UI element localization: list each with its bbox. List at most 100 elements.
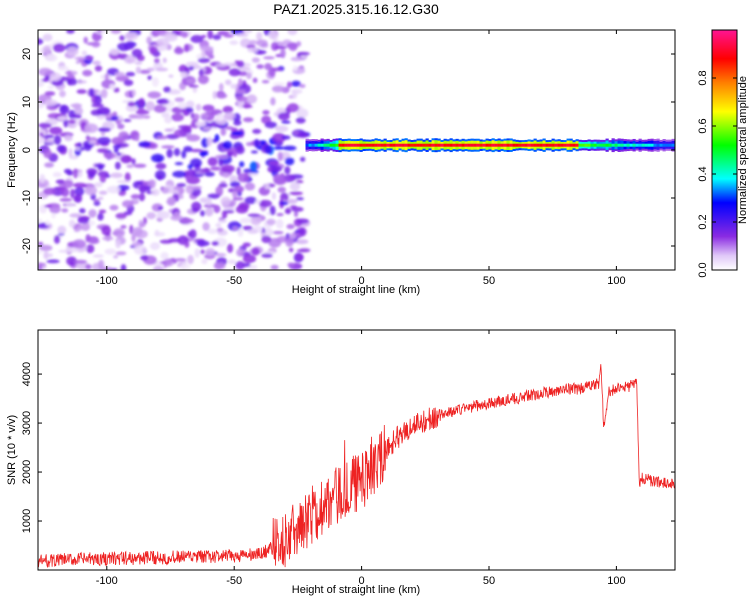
- spectrogram-band-core: [395, 143, 399, 147]
- spectrogram-cell: [214, 154, 229, 160]
- spectrogram-cell: [137, 107, 145, 114]
- spectrogram-cell: [110, 172, 123, 179]
- spectrogram-cell: [242, 225, 253, 231]
- y-tick-label: 2000: [21, 460, 33, 484]
- spectrogram-cell: [254, 199, 261, 205]
- spectrogram-band-core: [353, 143, 357, 147]
- spectrogram-cell: [166, 107, 172, 112]
- spectrogram-cell: [84, 185, 98, 196]
- spectrogram-cell: [46, 54, 58, 62]
- spectrogram-cell: [44, 162, 54, 168]
- spectrogram-cell: [200, 197, 212, 204]
- spectrogram-cell: [181, 150, 187, 159]
- spectrogram-cell: [135, 180, 144, 186]
- spectrogram-cell: [164, 116, 173, 124]
- spectrogram-band-core: [470, 143, 474, 147]
- spectrogram-cell: [149, 46, 158, 54]
- spectrogram-cell: [44, 91, 56, 96]
- spectrogram-cell: [230, 30, 243, 35]
- spectrogram-cell: [204, 171, 215, 177]
- spectrogram-cell: [183, 146, 193, 153]
- spectrogram-cell: [120, 225, 127, 229]
- spectrogram-band-core: [581, 143, 585, 147]
- spectrogram-cell: [190, 158, 202, 168]
- spectrogram-cell: [154, 229, 160, 237]
- spectrogram-cell: [148, 179, 156, 189]
- y-tick-label: -10: [21, 190, 33, 206]
- spectrogram-band-core: [590, 143, 594, 147]
- spectrogram-cell: [59, 197, 73, 202]
- spectrogram-cell: [261, 235, 272, 244]
- spectrogram-cell: [38, 250, 43, 254]
- spectrogram-band-core: [596, 143, 600, 147]
- spectrogram-cell: [164, 33, 178, 42]
- spectrogram-cell: [173, 147, 181, 157]
- spectrogram-band-core: [422, 143, 426, 147]
- spectrogram-cell: [66, 256, 77, 266]
- snr-frame: [37, 329, 676, 571]
- spectrogram-cell: [174, 97, 185, 103]
- spectrogram-cell: [44, 204, 52, 208]
- spectrogram-band-core: [368, 143, 372, 147]
- spectrogram-band-core: [569, 143, 573, 147]
- spectrogram-cell: [213, 262, 226, 270]
- spectrogram-cell: [123, 118, 132, 123]
- spectrogram-cell: [121, 200, 134, 208]
- spectrogram-cell: [86, 168, 98, 176]
- spectrogram-cell: [223, 172, 230, 179]
- spectrogram-band-core: [398, 143, 402, 147]
- spectrogram-cell: [220, 196, 231, 207]
- spectrogram-cell: [134, 61, 143, 65]
- spectrogram-cell: [256, 64, 264, 69]
- spectrogram-cell: [68, 119, 76, 125]
- spectrogram-band-core: [365, 143, 369, 147]
- spectrogram-cell: [43, 134, 55, 139]
- spectrogram-cell: [282, 145, 297, 151]
- spectrogram-band-core: [320, 143, 324, 147]
- spectrogram-cell: [295, 254, 304, 261]
- spectrogram-cell: [201, 258, 208, 265]
- spectrogram-cell: [239, 161, 245, 168]
- spectrogram-cell: [49, 126, 63, 135]
- spectrogram-cell: [74, 56, 88, 61]
- spectrogram-noise: [38, 30, 311, 270]
- spectrogram-cell: [171, 113, 184, 122]
- spectrogram-cell: [272, 230, 284, 235]
- spectrogram-cell: [215, 185, 224, 196]
- spectrogram-band-core: [443, 143, 447, 147]
- spectrogram-cell: [150, 153, 165, 163]
- chart-title: PAZ1.2025.315.16.12.G30: [273, 1, 439, 17]
- spectrogram-band-core: [425, 143, 429, 147]
- spectrogram-cell: [296, 108, 309, 119]
- spectrogram-cell: [49, 72, 62, 82]
- spectrogram-cell: [260, 42, 268, 47]
- spectrogram-cell: [146, 36, 152, 45]
- spectrogram-cell: [38, 183, 47, 188]
- colorbar-ticks: 0.0 0.2 0.4 0.6 0.8: [697, 70, 737, 278]
- y-tick-label: 0: [21, 147, 33, 153]
- spectrogram-cell: [232, 190, 238, 199]
- spectrogram-band-core: [329, 143, 333, 147]
- spectrogram-cell: [288, 233, 297, 239]
- spectrogram-cell: [288, 247, 294, 253]
- spectrogram-cell: [97, 136, 111, 145]
- spectrogram-band-core: [548, 143, 552, 147]
- spectrogram-cell: [224, 79, 232, 86]
- y-tick-label: 10: [21, 96, 33, 108]
- spectrogram-cell: [38, 38, 44, 45]
- spectrogram-band-core: [527, 143, 531, 147]
- spectrogram-cell: [207, 157, 218, 167]
- spectrogram-band-core: [467, 143, 471, 147]
- spectrogram-cell: [242, 262, 251, 268]
- spectrogram-band-core: [656, 143, 660, 147]
- spectrogram-cell: [262, 110, 270, 115]
- spectrogram-cell: [97, 212, 104, 221]
- spectrogram-cell: [73, 182, 87, 188]
- spectrogram-cell: [214, 253, 227, 257]
- spectrogram-band-core: [641, 143, 645, 147]
- spectrogram-cell: [237, 67, 251, 71]
- spectrogram-cell: [68, 219, 76, 228]
- spectrogram-cell: [288, 42, 298, 52]
- spectrogram-band-core: [440, 143, 444, 147]
- spectrogram-band-core: [392, 143, 396, 147]
